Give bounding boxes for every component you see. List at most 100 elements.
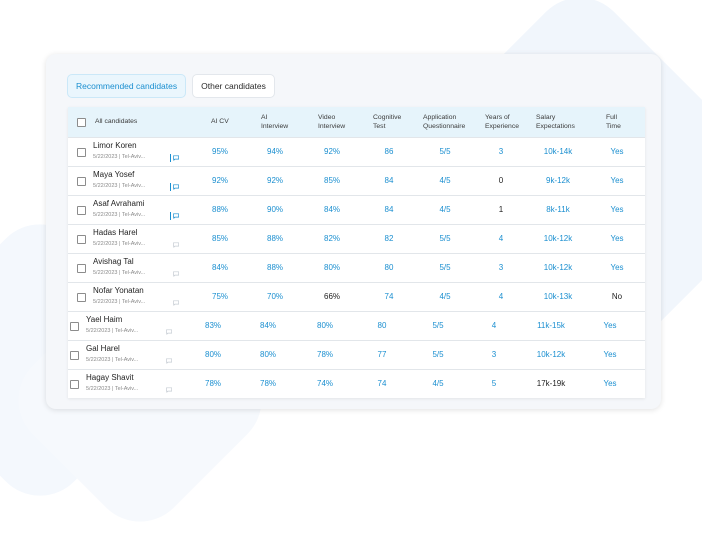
candidate-name[interactable]: Hadas Harel [93,228,138,237]
candidate-name[interactable]: Gal Harel [86,344,120,353]
row-checkbox[interactable] [77,177,86,186]
candidates-table: All candidates AI CV AI Interview Video Int… [68,107,645,398]
candidate-meta: 5/22/2023 | Tel-Aviv... [93,299,146,305]
cell-salary: 17k-19k [536,379,566,388]
row-checkbox[interactable] [77,293,86,302]
row-checkbox[interactable] [77,148,86,157]
candidate-name[interactable]: Avishag Tal [93,257,134,266]
cell-ai-interview: 92% [266,176,284,185]
chat-icon[interactable] [170,154,179,162]
table-row[interactable]: Nofar Yonatan 5/22/2023 | Tel-Aviv... 75% 7… [68,282,645,311]
cell-cognitive: 74 [384,292,394,301]
cell-full-time: No [611,292,623,301]
row-checkbox[interactable] [70,322,79,331]
column-header-all[interactable]: All candidates [95,107,137,137]
cell-app-q: 4/5 [439,176,451,185]
table-row[interactable]: Avishag Tal 5/22/2023 | Tel-Aviv... 84% 88%… [68,253,645,282]
cell-video-interview: 84% [323,205,341,214]
cell-salary: 10k-12k [543,263,573,272]
cell-app-q: 4/5 [439,205,451,214]
cell-years: 4 [491,321,497,330]
cell-video-interview: 74% [316,379,334,388]
tab-other-candidates[interactable]: Other candidates [192,74,275,98]
table-row[interactable]: Asaf Avrahami 5/22/2023 | Tel-Aviv... 88% 9… [68,195,645,224]
cell-full-time: Yes [603,321,617,330]
cell-full-time: Yes [603,350,617,359]
cell-full-time: Yes [610,147,624,156]
cell-ai-cv: 84% [211,263,229,272]
column-header-label: Salary Expectations [536,113,575,130]
cell-salary: 10k-14k [543,147,573,156]
column-header-label: AI CV [211,118,229,126]
column-header-ai-interview[interactable]: AI Interview [261,107,288,137]
column-header-video-interview[interactable]: Video Interview [318,107,345,137]
cell-years: 1 [498,205,504,214]
candidate-name[interactable]: Yael Haim [86,315,123,324]
cell-salary: 11k-15k [537,321,565,330]
cell-ai-interview: 90% [266,205,284,214]
candidate-meta: 5/22/2023 | Tel-Aviv... [86,328,139,334]
cell-ai-interview: 80% [259,350,277,359]
cell-ai-interview: 70% [266,292,284,301]
column-header-app-q[interactable]: Application Questionnaire [423,107,465,137]
table-row[interactable]: Hagay Shavit 5/22/2023 | Tel-Aviv... 78% 78… [68,369,645,398]
chat-icon[interactable] [170,212,179,220]
cell-video-interview: 82% [323,234,341,243]
column-header-cognitive[interactable]: Cognitive Test [373,107,401,137]
candidate-name[interactable]: Maya Yosef [93,170,135,179]
column-header-label: All candidates [95,118,138,126]
cell-ai-interview: 84% [259,321,277,330]
candidate-meta: 5/22/2023 | Tel-Aviv... [93,183,146,189]
column-header-full-time[interactable]: Full Time [606,107,621,137]
candidates-card: Recommended candidates Other candidates … [46,54,661,409]
chat-icon[interactable] [163,328,172,336]
tab-recommended-candidates[interactable]: Recommended candidates [67,74,187,98]
table-row[interactable]: Yael Haim 5/22/2023 | Tel-Aviv... 83% 84% 80… [68,311,645,340]
chat-icon[interactable] [170,241,179,249]
table-row[interactable]: Gal Harel 5/22/2023 | Tel-Aviv... 80% 80% 78… [68,340,645,369]
row-checkbox[interactable] [77,235,86,244]
cell-ai-interview: 88% [266,234,284,243]
column-header-label: Video Interview [318,113,346,130]
chat-icon[interactable] [170,270,179,278]
cell-ai-interview: 94% [266,147,284,156]
chat-icon[interactable] [170,183,179,191]
cell-full-time: Yes [610,205,624,214]
tab-bar: Recommended candidates Other candidates [67,74,275,98]
cell-full-time: Yes [603,379,617,388]
cell-years: 0 [498,176,504,185]
table-header: All candidates AI CV AI Interview Video Int… [68,107,645,137]
table-row[interactable]: Limor Koren 5/22/2023 | Tel-Aviv... 95% 94%… [68,137,645,166]
cell-years: 5 [491,379,497,388]
cell-full-time: Yes [610,263,624,272]
candidate-name[interactable]: Asaf Avrahami [93,199,145,208]
chat-icon[interactable] [163,357,172,365]
cell-years: 4 [498,234,504,243]
cell-cognitive: 80 [384,263,394,272]
row-checkbox[interactable] [70,380,79,389]
candidate-name[interactable]: Hagay Shavit [86,373,134,382]
column-header-salary[interactable]: Salary Expectations [536,107,575,137]
candidate-meta: 5/22/2023 | Tel-Aviv... [93,241,146,247]
select-all-checkbox[interactable] [77,118,86,127]
table-row[interactable]: Maya Yosef 5/22/2023 | Tel-Aviv... 92% 92% 8… [68,166,645,195]
candidate-name[interactable]: Nofar Yonatan [93,286,144,295]
chat-icon[interactable] [163,386,172,394]
cell-app-q: 4/5 [439,292,451,301]
chat-icon[interactable] [170,299,179,307]
cell-full-time: Yes [610,234,624,243]
candidate-meta: 5/22/2023 | Tel-Aviv... [86,386,139,392]
candidate-name[interactable]: Limor Koren [93,141,137,150]
cell-ai-cv: 85% [211,234,229,243]
cell-cognitive: 82 [384,234,394,243]
row-checkbox[interactable] [77,264,86,273]
cell-app-q: 5/5 [432,321,444,330]
column-header-years[interactable]: Years of Experience [485,107,519,137]
column-header-ai-cv[interactable]: AI CV [211,107,229,137]
cell-video-interview: 66% [323,292,341,301]
table-row[interactable]: Hadas Harel 5/22/2023 | Tel-Aviv... 85% 88%… [68,224,645,253]
row-checkbox[interactable] [70,351,79,360]
cell-cognitive: 74 [377,379,387,388]
row-checkbox[interactable] [77,206,86,215]
cell-video-interview: 80% [316,321,334,330]
